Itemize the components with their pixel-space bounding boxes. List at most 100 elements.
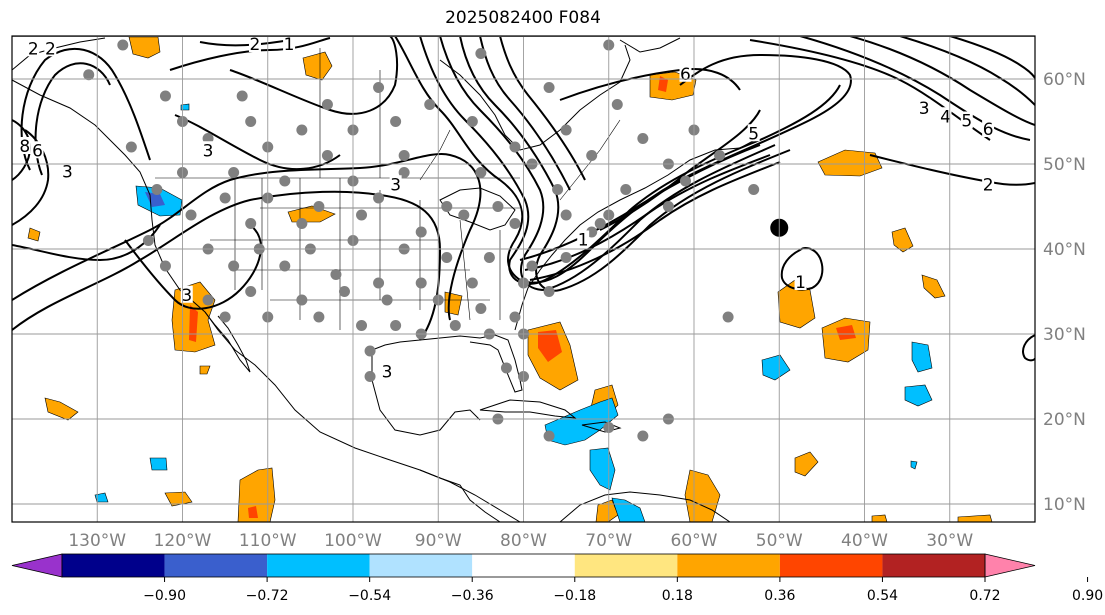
station-dot	[381, 294, 393, 306]
station-dot	[159, 90, 171, 102]
station-dot	[637, 430, 649, 442]
station-dot	[364, 345, 376, 357]
anomaly-blob	[94, 492, 109, 503]
station-dot	[458, 209, 470, 221]
longitude-label: 50°W	[756, 531, 803, 551]
anomaly-blob	[761, 354, 791, 381]
anomaly-blob	[911, 341, 933, 373]
station-dot	[330, 269, 342, 280]
contour-label: 1	[284, 35, 295, 55]
contour-line	[459, 36, 791, 292]
station-dot	[662, 201, 674, 212]
contour-label: 6	[32, 141, 43, 161]
greenland-tip	[619, 37, 681, 53]
contour-line	[899, 36, 1035, 106]
contour-line	[12, 129, 50, 226]
contour-line	[12, 153, 482, 321]
station-dot	[586, 150, 598, 161]
station-dot	[219, 192, 231, 204]
contour-label: 3	[203, 141, 214, 161]
anomaly-blob	[44, 397, 79, 421]
station-dot	[560, 209, 572, 221]
latitude-labels: 60°N 50°N 40°N 30°N 20°N 10°N	[1043, 70, 1086, 515]
contour-label-bg	[248, 36, 261, 52]
longitude-labels: 130°W 120°W 110°W 100°W 90°W 80°W 70°W 60°W 50°W…	[68, 531, 973, 551]
colorbar-tick-label: −0.72	[246, 588, 289, 604]
contour-label-bg	[389, 175, 402, 193]
colorbar-tick-label: 0.54	[867, 588, 898, 604]
latitude-label: 50°N	[1043, 155, 1086, 175]
station-dot	[373, 277, 385, 289]
colorbar-tick-label: −0.54	[348, 588, 391, 604]
latitude-label: 40°N	[1043, 240, 1086, 260]
station-dot	[620, 184, 632, 195]
colorbar-swatch	[369, 554, 473, 577]
contour-line	[479, 36, 571, 191]
station-dot	[500, 362, 512, 374]
contour-label: 3	[390, 175, 401, 195]
anomaly-blob	[957, 514, 993, 522]
station-dot	[560, 252, 572, 263]
colorbar-swatch	[472, 554, 575, 577]
contour-line	[174, 114, 341, 171]
plot-title: 2025082400 F084	[445, 8, 601, 28]
station-dot	[313, 201, 325, 212]
station-dot	[415, 277, 427, 289]
contour-label: 2	[983, 175, 994, 195]
longitude-label: 120°W	[154, 531, 212, 551]
station-dot	[364, 371, 376, 382]
anomaly-blob	[871, 514, 888, 522]
station-dot	[543, 286, 555, 297]
contour-label: 5	[748, 124, 759, 144]
station-dot	[509, 141, 521, 153]
longitude-label: 40°W	[841, 531, 888, 551]
contour-label: 1	[578, 231, 589, 251]
station-dot	[722, 311, 734, 323]
contour-line	[949, 36, 1035, 79]
contour-label: 4	[940, 107, 951, 127]
colorbar-swatch	[267, 554, 370, 577]
colorbar-swatch	[574, 554, 678, 577]
contour-label: 3	[62, 163, 73, 183]
anomaly-blob	[904, 384, 933, 407]
anomaly-blob	[821, 317, 871, 363]
colorbar: −0.90 −0.72 −0.54 −0.36 −0.18 0.18 0.36 0.54 0.7…	[11, 553, 1103, 604]
contour-label: 5	[961, 112, 972, 132]
contour-line	[599, 109, 761, 231]
colorbar-tick-label: 0.36	[764, 588, 795, 604]
colorbar-swatch	[164, 554, 268, 577]
contour-line	[749, 39, 991, 141]
contour-label-bg	[27, 39, 40, 57]
contour-label: 3	[919, 99, 930, 119]
hispaniola	[581, 421, 622, 433]
contour-line	[20, 47, 151, 171]
contour-label-bg	[31, 141, 44, 159]
contour-label-bg	[202, 141, 215, 159]
station-dot	[560, 124, 572, 136]
mexico-gulf-coast	[371, 350, 481, 436]
longitude-label: 90°W	[415, 531, 462, 551]
contour-line	[519, 144, 761, 261]
station-dot	[543, 82, 555, 93]
anomaly-blob	[248, 506, 258, 518]
colorbar-swatch	[779, 554, 883, 577]
station-dot	[83, 69, 95, 81]
contour-label: 3	[181, 286, 192, 306]
longitude-label: 60°W	[671, 531, 718, 551]
station-dot	[475, 48, 487, 59]
anomaly-blob	[164, 491, 193, 507]
anomaly-blob	[302, 51, 333, 81]
station-dot	[159, 260, 171, 272]
station-markers	[83, 39, 760, 442]
station-dot	[125, 141, 137, 153]
station-dot	[296, 218, 308, 229]
contour-line	[419, 36, 841, 285]
latitude-label: 20°N	[1043, 410, 1086, 430]
anomaly-blob	[910, 460, 918, 470]
station-dot	[748, 184, 760, 195]
station-dot	[296, 294, 308, 306]
station-dot	[202, 294, 214, 306]
station-dot	[475, 303, 487, 314]
